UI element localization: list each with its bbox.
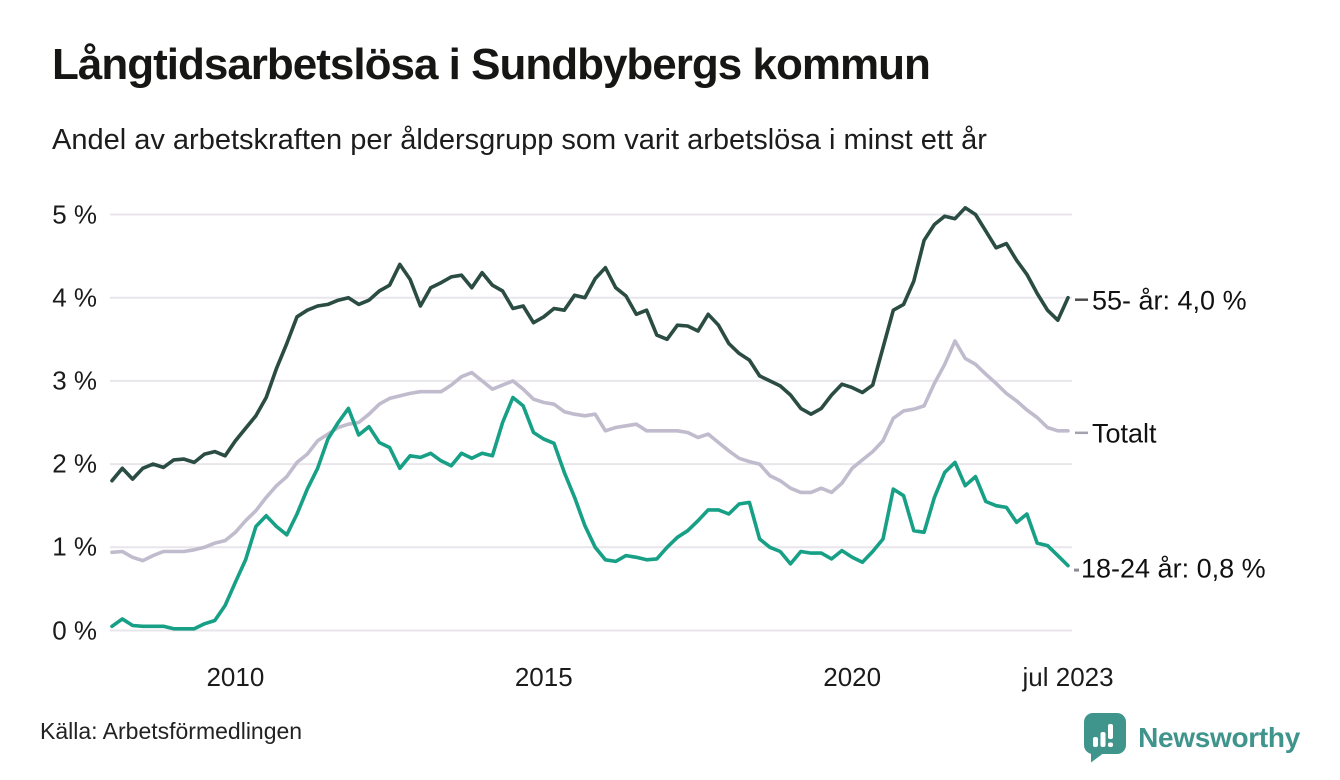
x-tick-label: 2015 <box>514 662 573 692</box>
brand-name: Newsworthy <box>1138 721 1300 753</box>
chart-subtitle: Andel av arbetskraften per åldersgrupp s… <box>52 124 987 156</box>
series-end-label-Totalt: Totalt <box>1092 418 1157 449</box>
source-note: Källa: Arbetsförmedlingen <box>40 718 303 744</box>
series-line-18-24år <box>110 395 1070 631</box>
chart-title: Långtidsarbetslösa i Sundbybergs kommun <box>52 40 931 89</box>
y-tick-label: 0 % <box>52 615 97 645</box>
label-leader-dot <box>1074 568 1079 572</box>
y-tick-label: 4 % <box>52 282 97 313</box>
x-tick-label: 2010 <box>206 662 265 692</box>
x-tick-label: 2020 <box>823 662 882 692</box>
series-line-Totalt <box>110 339 1070 563</box>
x-tick-label: jul 2023 <box>1022 662 1114 692</box>
y-tick-label: 1 % <box>52 531 97 562</box>
newsworthy-logo-icon <box>1084 713 1127 763</box>
series-end-label-18-24år: 18-24 år: 0,8 % <box>1081 553 1266 584</box>
brand-lockup: Newsworthy <box>1081 712 1300 763</box>
series-line-55-år <box>110 206 1070 483</box>
y-tick-label: 5 % <box>52 199 97 229</box>
y-tick-label: 3 % <box>52 365 97 396</box>
series-end-label-55-år: 55- år: 4,0 % <box>1092 285 1247 316</box>
y-tick-label: 2 % <box>52 448 97 479</box>
